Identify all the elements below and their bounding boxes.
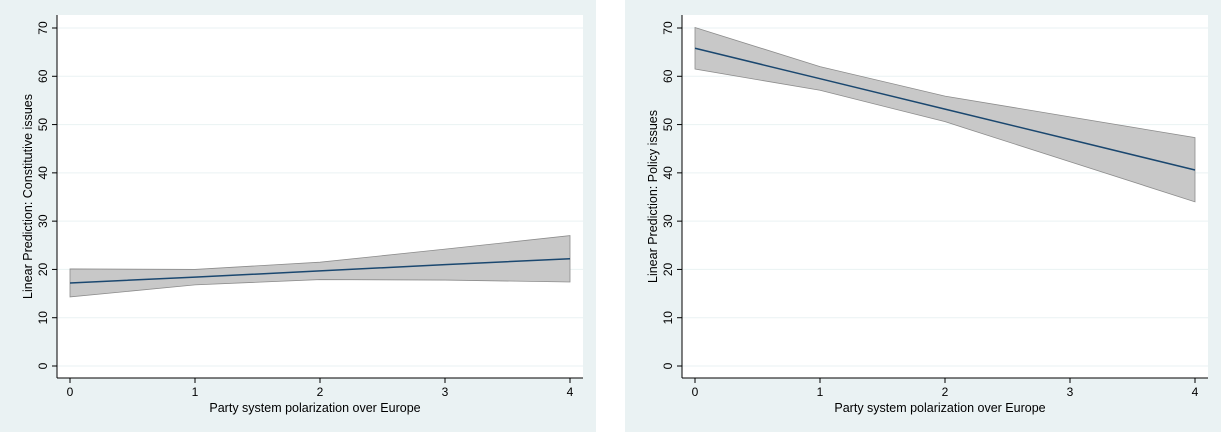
prediction-line [694,47,1196,171]
x-tick-label: 1 [817,385,824,399]
y-tick-label: 30 [36,214,50,228]
y-tick-label: 60 [36,69,50,83]
y-tick-label: 0 [661,362,675,369]
y-axis-title: Linear Prediction: Constitutive issues [21,94,35,299]
x-tick-label: 0 [67,385,74,399]
y-tick-label: 40 [661,166,675,180]
x-axis-title: Party system polarization over Europe [209,401,420,415]
y-tick-label: 20 [661,262,675,276]
chart-svg-constitutive: 0 10 20 30 40 50 60 70 0 1 2 3 4 Party system polariz… [21,15,583,415]
x-tick-label: 3 [1067,385,1074,399]
x-tick-label: 4 [1192,385,1199,399]
y-tick-label: 10 [36,311,50,325]
prediction-line [69,258,571,284]
chart-panel-policy: 0 10 20 30 40 50 60 70 0 1 2 3 4 Party system polariz… [625,0,1221,432]
y-tick-label: 40 [36,166,50,180]
confidence-band [69,235,571,298]
x-tick-label: 2 [942,385,949,399]
y-tick-label: 50 [661,118,675,132]
x-axis-title: Party system polarization over Europe [834,401,1045,415]
y-tick-label: 50 [36,118,50,132]
y-axis-title: Linear Prediction: Policy issues [646,110,660,283]
confidence-band [694,26,1196,203]
y-tick-label: 20 [36,262,50,276]
y-tick-label: 60 [661,69,675,83]
y-tick-label: 10 [661,311,675,325]
plot-area [57,15,583,378]
x-tick-label: 1 [192,385,199,399]
y-tick-label: 0 [36,362,50,369]
chart-svg-policy: 0 10 20 30 40 50 60 70 0 1 2 3 4 Party system polariz… [646,15,1208,415]
x-tick-label: 2 [317,385,324,399]
y-tick-label: 70 [661,21,675,35]
chart-panel-constitutive: 0 10 20 30 40 50 60 70 0 1 2 3 4 Party system polariz… [0,0,596,432]
x-tick-label: 4 [567,385,574,399]
y-tick-label: 30 [661,214,675,228]
y-tick-label: 70 [36,21,50,35]
x-tick-label: 0 [692,385,699,399]
x-tick-label: 3 [442,385,449,399]
